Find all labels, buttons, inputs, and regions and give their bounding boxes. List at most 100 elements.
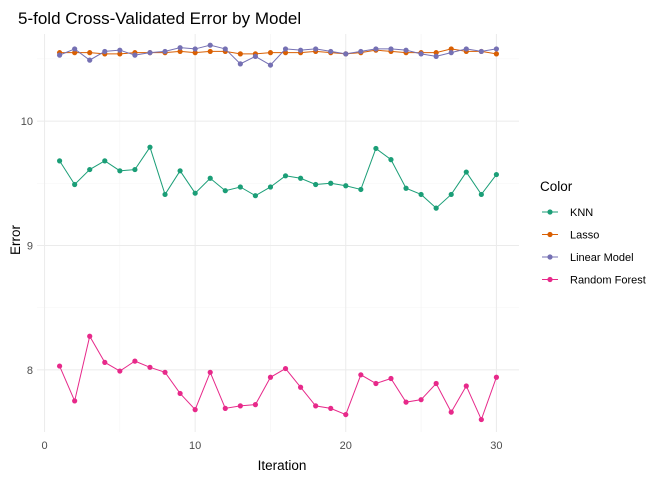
data-point-linear-model [147, 50, 153, 56]
data-point-lasso [72, 50, 78, 56]
data-point-random-forest [162, 369, 168, 375]
data-point-lasso [282, 50, 289, 56]
data-point-random-forest [72, 398, 78, 404]
series-layer [56, 42, 500, 423]
data-point-knn [478, 191, 484, 198]
data-point-random-forest [358, 372, 364, 378]
data-point-linear-model [493, 46, 500, 52]
data-point-random-forest [403, 399, 409, 405]
x-axis-ticks: 0 10 20 30 [41, 440, 502, 452]
x-axis-title: Iteration [258, 458, 307, 473]
data-point-linear-model [373, 46, 379, 52]
data-point-linear-model [313, 46, 319, 52]
data-point-knn [297, 175, 304, 181]
data-point-lasso [87, 50, 93, 56]
data-point-linear-model [448, 50, 454, 56]
data-point-lasso [267, 50, 274, 56]
data-point-linear-model [162, 48, 168, 55]
data-point-random-forest [56, 363, 63, 369]
data-point-linear-model [463, 46, 469, 52]
series-knn [56, 144, 500, 211]
data-point-knn [207, 175, 213, 181]
data-point-random-forest [177, 390, 183, 397]
data-point-lasso [207, 48, 213, 55]
data-point-random-forest [478, 416, 484, 423]
data-point-random-forest [117, 368, 123, 374]
data-point-random-forest [102, 359, 108, 365]
data-point-random-forest [418, 397, 424, 403]
data-point-knn [267, 184, 274, 190]
data-point-knn [102, 158, 108, 164]
x-tick-label: 0 [41, 440, 47, 452]
legend-item-linear-model: Linear Model [542, 252, 634, 264]
data-point-random-forest [313, 403, 319, 409]
data-point-random-forest [297, 384, 304, 390]
data-point-linear-model [388, 46, 394, 52]
legend-key-point [547, 276, 553, 283]
x-tick-label: 30 [490, 440, 502, 452]
data-point-random-forest [132, 358, 138, 364]
data-point-linear-model [267, 62, 274, 68]
data-point-random-forest [343, 411, 349, 418]
data-point-random-forest [147, 364, 153, 370]
data-point-random-forest [282, 365, 289, 372]
data-point-random-forest [267, 374, 274, 380]
data-point-random-forest [388, 375, 394, 382]
data-point-random-forest [448, 409, 454, 415]
data-point-knn [87, 166, 93, 173]
data-point-lasso [237, 51, 243, 57]
data-point-random-forest [87, 333, 93, 339]
legend-item-lasso: Lasso [542, 230, 599, 242]
data-point-knn [358, 186, 364, 193]
y-axis-ticks: 8 9 10 [21, 116, 33, 377]
legend-label: Lasso [570, 230, 599, 242]
legend-key-point [547, 231, 553, 238]
series-random-forest [56, 333, 500, 423]
data-point-linear-model [418, 51, 424, 57]
data-point-random-forest [463, 383, 469, 389]
legend-item-knn: KNN [542, 207, 593, 219]
data-point-linear-model [403, 47, 409, 53]
data-point-linear-model [237, 61, 243, 67]
legend-item-random-forest: Random Forest [542, 275, 646, 287]
data-point-random-forest [222, 405, 228, 411]
data-point-knn [177, 168, 183, 174]
data-point-lasso [177, 48, 183, 55]
y-tick-label: 8 [27, 365, 33, 377]
data-point-random-forest [373, 380, 379, 387]
data-point-random-forest [192, 407, 198, 413]
data-point-random-forest [493, 374, 500, 380]
legend-key-point [547, 209, 553, 215]
data-point-linear-model [433, 53, 439, 59]
data-point-linear-model [222, 46, 228, 52]
data-point-random-forest [207, 369, 213, 375]
data-point-knn [132, 166, 138, 173]
data-point-knn [493, 171, 500, 178]
data-point-linear-model [117, 47, 123, 53]
data-point-knn [56, 158, 63, 164]
data-point-lasso [433, 50, 439, 56]
data-point-knn [373, 145, 379, 152]
data-point-knn [192, 190, 198, 196]
data-point-knn [343, 183, 349, 189]
data-point-lasso [117, 51, 123, 57]
data-point-linear-model [328, 48, 334, 55]
data-point-lasso [448, 46, 454, 52]
y-tick-label: 10 [21, 116, 33, 128]
data-point-knn [463, 169, 469, 175]
data-point-linear-model [177, 45, 183, 51]
data-point-random-forest [252, 402, 259, 408]
data-point-random-forest [328, 405, 334, 411]
data-point-linear-model [56, 52, 63, 58]
legend-title: Color [540, 179, 573, 194]
legend-label: KNN [570, 207, 593, 219]
data-point-linear-model [343, 51, 349, 57]
data-point-knn [418, 191, 424, 198]
data-point-knn [388, 157, 394, 163]
data-point-linear-model [358, 48, 364, 55]
x-tick-label: 20 [340, 440, 352, 452]
data-point-knn [222, 188, 228, 194]
legend-key-point [547, 254, 553, 260]
legend-label: Random Forest [570, 275, 646, 287]
legend-items: KNN Lasso Linear Model Random Forest [542, 207, 646, 287]
